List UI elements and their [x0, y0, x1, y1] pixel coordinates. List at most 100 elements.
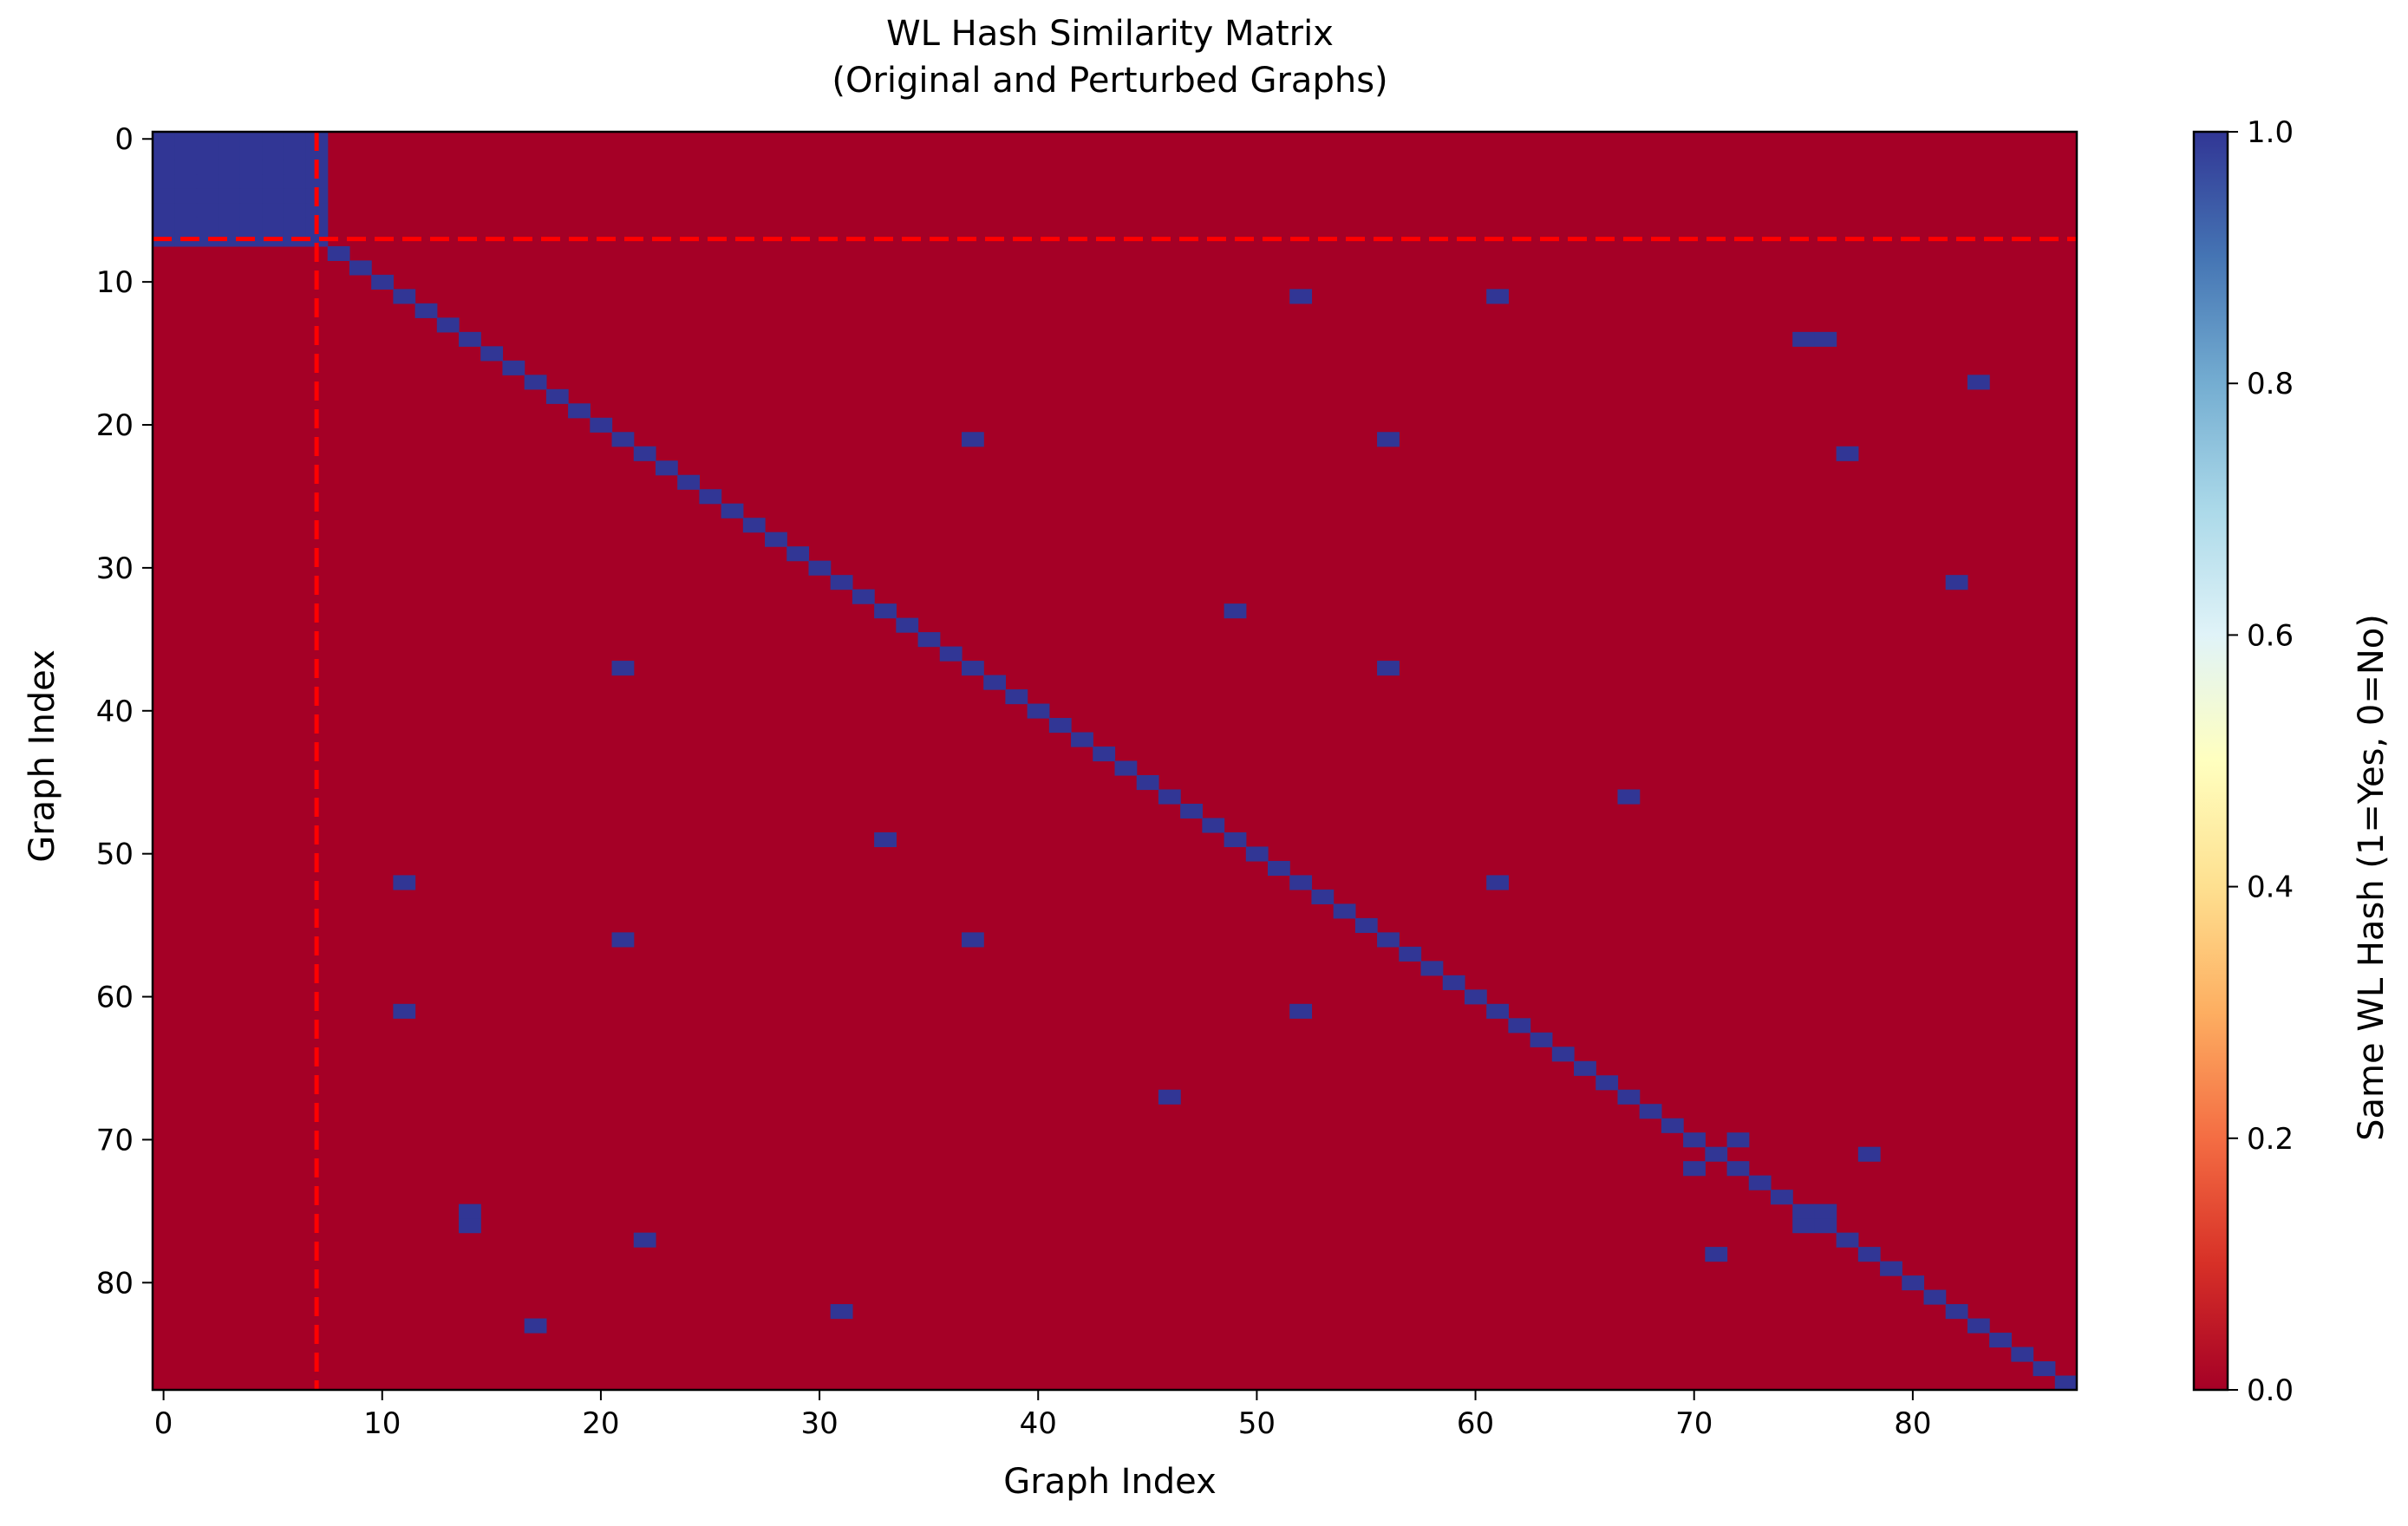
separator-lines [153, 132, 2077, 1390]
heatmap-cell [218, 217, 241, 233]
heatmap-cell [1705, 1247, 1728, 1262]
heatmap-cell [196, 188, 219, 205]
heatmap-cell [196, 217, 219, 233]
heatmap-cell [284, 174, 307, 190]
heatmap-cell [1683, 1132, 1706, 1148]
x-axis-ticks: 0 10 20 30 40 50 60 70 80 [154, 1390, 1932, 1441]
heatmap-cell [1508, 1018, 1531, 1034]
heatmap-cell [1377, 432, 1400, 447]
heatmap-cell [1005, 689, 1028, 705]
x-tick-label: 80 [1894, 1406, 1931, 1441]
y-tick-label: 30 [96, 551, 134, 586]
heatmap-cell [1158, 1089, 1181, 1105]
heatmap-cell [1333, 903, 1356, 919]
heatmap-cell [1617, 789, 1641, 805]
heatmap-cell [1770, 1190, 1793, 1205]
heatmap-cell [1289, 289, 1313, 304]
heatmap-cell [174, 132, 198, 147]
heatmap-cell [874, 603, 897, 619]
colorbar [2192, 130, 2229, 1392]
heatmap-cell [830, 575, 853, 590]
heatmap-cell [284, 188, 307, 205]
heatmap-cell [2033, 1361, 2056, 1377]
heatmap-cell [830, 1304, 853, 1320]
heatmap-cell [239, 203, 263, 218]
heatmap-cell [1224, 603, 1247, 619]
colorbar-tick-label: 0.2 [2247, 1122, 2294, 1157]
heatmap-cell [524, 375, 547, 390]
heatmap-cell [1967, 375, 1990, 390]
heatmap-cell [393, 1003, 416, 1019]
colorbar-tick-label: 0.8 [2247, 367, 2294, 401]
heatmap-cell [414, 303, 438, 318]
heatmap-cell [1180, 803, 1203, 819]
heatmap-cell [1464, 989, 1487, 1005]
heatmap-cell [611, 661, 635, 676]
heatmap-cell [1814, 331, 1837, 347]
heatmap-cell [1486, 1003, 1509, 1019]
heatmap-cell [262, 188, 284, 205]
heatmap-cell [1836, 1232, 1859, 1248]
heatmap-cell [1857, 1247, 1881, 1262]
heatmap-cell [1923, 1289, 1947, 1305]
heatmap-cell [633, 446, 656, 461]
heatmap-cell [459, 331, 481, 347]
heatmap-cell [1574, 1060, 1596, 1076]
heatmap-cell [1377, 932, 1400, 948]
x-tick-label: 60 [1457, 1406, 1494, 1441]
heatmap-cell [1136, 774, 1159, 791]
heatmap-cell [262, 217, 284, 233]
heatmap-cell [1726, 1161, 1750, 1177]
colorbar-tick-label: 0.4 [2247, 871, 2294, 905]
heatmap-cell [480, 346, 504, 362]
heatmap-cell [239, 146, 263, 161]
heatmap-cell [633, 1232, 656, 1248]
heatmap-cell [262, 146, 284, 161]
heatmap-cell [1486, 289, 1509, 304]
heatmap-cell [2054, 1375, 2078, 1391]
heatmap-cell [1399, 946, 1422, 962]
heatmap-cell [218, 203, 241, 218]
heatmap-cell [699, 489, 722, 505]
y-axis-label: Graph Index [23, 649, 62, 863]
heatmap-cell [174, 217, 198, 233]
heatmap-cell [1158, 789, 1181, 805]
heatmap-cell [218, 146, 241, 161]
heatmap-cell [808, 560, 832, 576]
heatmap-cell [174, 174, 198, 190]
heatmap-cell [153, 146, 175, 161]
heatmap-cell [153, 132, 175, 147]
colorbar-ticks: 0.0 0.2 0.4 0.6 0.8 1.0 [2228, 115, 2294, 1408]
heatmap-cell [1202, 818, 1225, 833]
heatmap-cell [284, 160, 307, 176]
heatmap-cell [961, 661, 984, 676]
heatmap-cell [896, 617, 919, 633]
heatmap-cell [174, 160, 198, 176]
heatmap-cells [153, 132, 2078, 1391]
heatmap-cell [1792, 1218, 1816, 1234]
heatmap-cell [1617, 1089, 1641, 1105]
heatmap-cell [327, 245, 350, 261]
heatmap-cell [196, 132, 219, 147]
heatmap-cell [218, 188, 241, 205]
heatmap-cell [1596, 1075, 1619, 1091]
y-tick-label: 70 [96, 1123, 134, 1158]
heatmap-cell [1289, 1003, 1313, 1019]
heatmap-cell [1114, 760, 1138, 776]
heatmap-cell [1945, 575, 1968, 590]
heatmap-cell [1530, 1032, 1553, 1047]
heatmap-cell [590, 417, 613, 433]
heatmap-cell [262, 174, 284, 190]
heatmap-cell [196, 146, 219, 161]
heatmap-cell [174, 203, 198, 218]
x-tick-label: 0 [154, 1406, 173, 1441]
chart-title: WL Hash Similarity Matrix [886, 14, 1334, 54]
heatmap-cell [1289, 875, 1313, 890]
heatmap-cell [1354, 917, 1378, 933]
heatmap-cell [545, 388, 569, 404]
heatmap-cell [371, 274, 394, 290]
heatmap-cell [1268, 860, 1290, 877]
heatmap-cell [1792, 331, 1816, 347]
heatmap-cell [1245, 846, 1269, 862]
x-tick-label: 70 [1675, 1406, 1713, 1441]
